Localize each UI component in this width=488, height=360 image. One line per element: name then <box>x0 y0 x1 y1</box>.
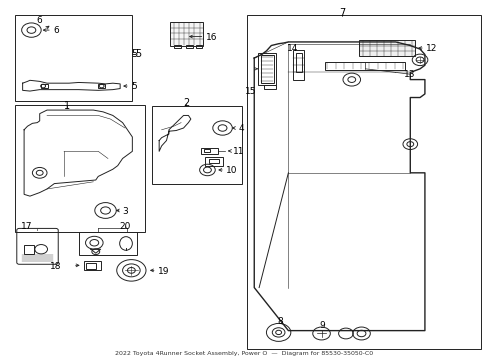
Bar <box>98 84 105 88</box>
Bar <box>258 53 276 85</box>
Text: 12: 12 <box>425 44 436 53</box>
Text: 9: 9 <box>319 321 325 330</box>
Text: 6: 6 <box>36 16 42 25</box>
Text: 15: 15 <box>244 86 256 95</box>
Bar <box>293 50 304 80</box>
Text: 20: 20 <box>119 222 130 231</box>
Text: 6: 6 <box>53 26 59 35</box>
Text: 7: 7 <box>338 8 345 18</box>
Bar <box>173 45 181 48</box>
Text: 2: 2 <box>183 98 189 108</box>
Text: 5: 5 <box>131 82 137 91</box>
Text: 11: 11 <box>233 147 244 156</box>
Text: 14: 14 <box>286 44 297 53</box>
Text: 16: 16 <box>205 33 217 42</box>
Bar <box>205 157 222 166</box>
Text: 1: 1 <box>63 102 69 112</box>
Bar <box>260 55 273 83</box>
Text: 8: 8 <box>277 317 283 326</box>
Bar <box>358 40 414 56</box>
Bar <box>15 15 132 101</box>
Bar <box>203 149 210 152</box>
Bar <box>200 148 217 154</box>
Text: 10: 10 <box>225 166 237 175</box>
Text: 2022 Toyota 4Runner Socket Assembly, Power O  —  Diagram for 85530-35050-C0: 2022 Toyota 4Runner Socket Assembly, Pow… <box>115 351 373 356</box>
Text: –5: –5 <box>131 49 142 59</box>
Bar <box>246 15 480 348</box>
Text: 17: 17 <box>21 222 33 231</box>
Bar <box>185 45 193 48</box>
Bar <box>15 105 144 232</box>
Bar <box>325 62 405 69</box>
Bar <box>86 263 96 269</box>
Text: 5: 5 <box>131 49 137 59</box>
Bar <box>79 232 137 255</box>
Bar <box>41 84 47 88</box>
Bar <box>152 107 242 184</box>
Bar <box>195 45 201 48</box>
Bar <box>83 261 101 270</box>
Bar <box>209 159 218 163</box>
Bar <box>170 22 203 45</box>
Bar <box>295 53 301 72</box>
Text: 13: 13 <box>403 70 415 79</box>
Text: 4: 4 <box>238 124 244 133</box>
Bar <box>23 245 34 253</box>
Bar <box>264 85 276 89</box>
Text: 3: 3 <box>122 207 128 216</box>
Text: 19: 19 <box>158 267 169 276</box>
Text: 18: 18 <box>50 262 61 271</box>
